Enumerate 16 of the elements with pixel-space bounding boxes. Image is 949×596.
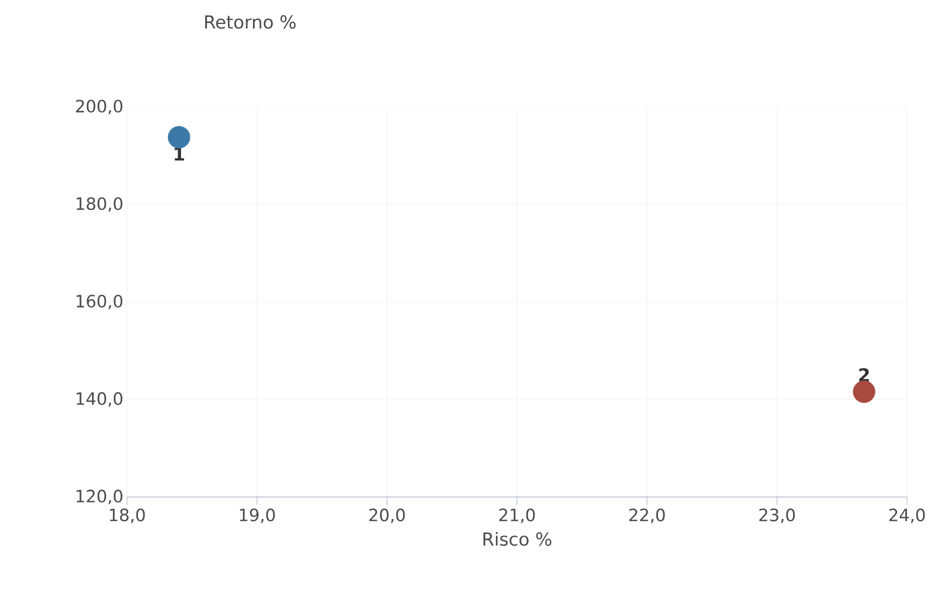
x-tick-label: 18,0	[110, 508, 145, 524]
x-tick-label: 22,0	[629, 508, 665, 524]
x-tick-label: 19,0	[240, 508, 275, 524]
legend-label: 1	[174, 147, 184, 161]
y-tick-label: 140,0	[76, 392, 122, 407]
x-tick-label: 24,0	[889, 508, 925, 524]
y-tick-label: 160,0	[76, 294, 122, 310]
y-axis-title: Retorno %	[205, 15, 296, 29]
y-tick-label: 180,0	[76, 197, 122, 212]
x-axis-title: Risco %	[483, 532, 552, 546]
x-tick-label: 21,0	[499, 508, 535, 524]
y-tick-label: 200,0	[76, 100, 122, 114]
x-tick-label: 23,0	[759, 508, 795, 524]
y-tick-label: 120,0	[76, 490, 122, 504]
x-tick-label: 20,0	[369, 508, 405, 524]
series-label: 2	[859, 368, 869, 382]
